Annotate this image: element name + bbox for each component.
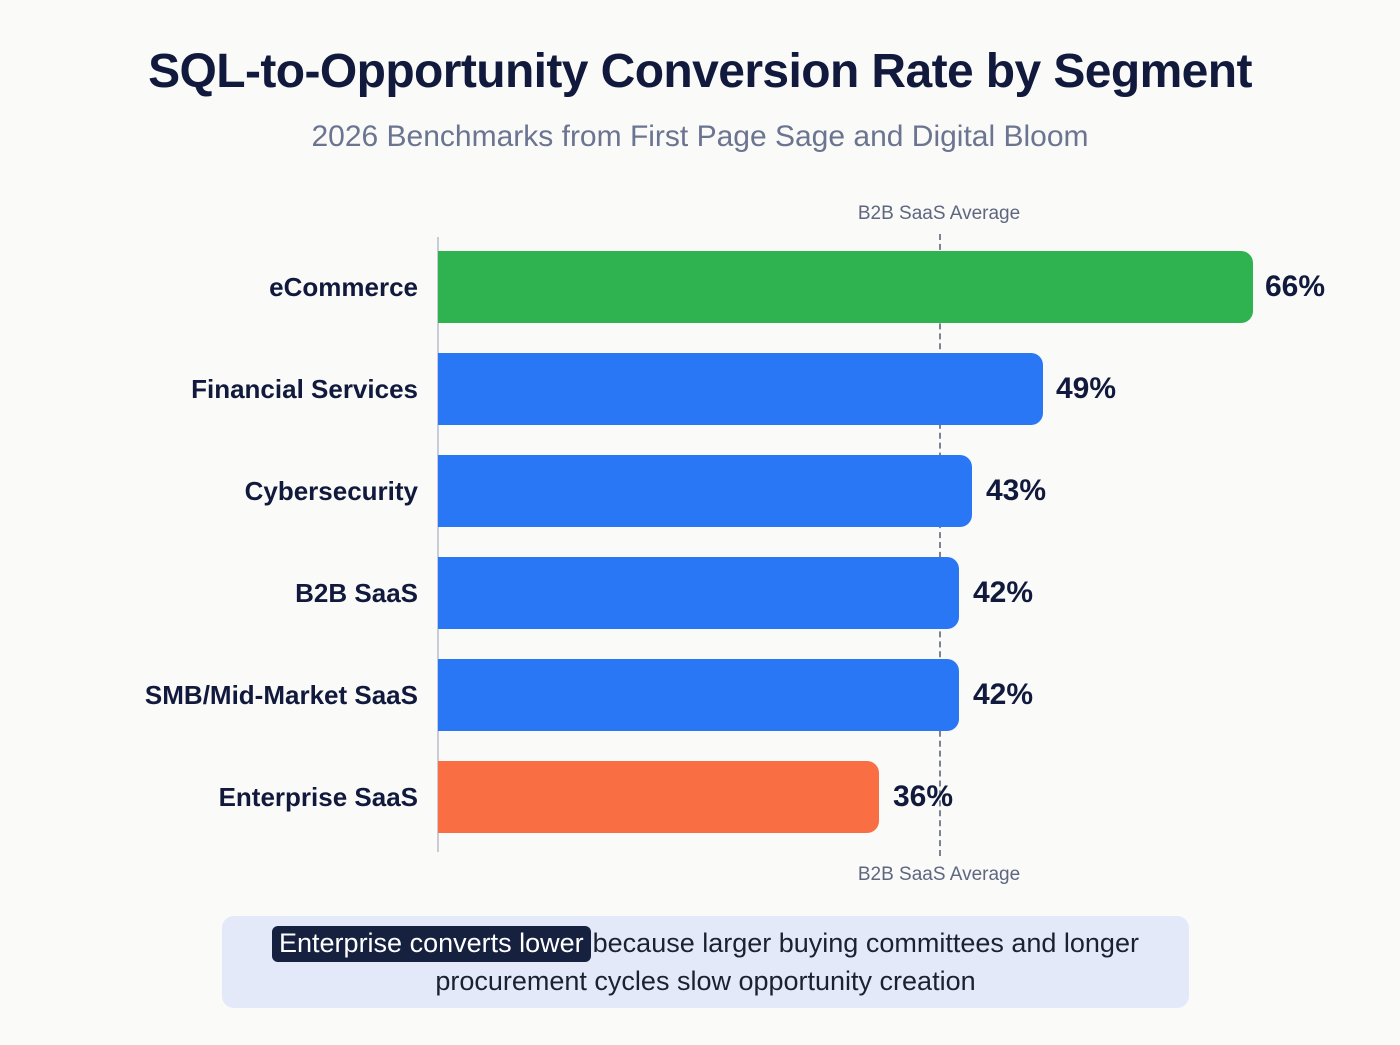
bar-row: Enterprise SaaS 36% xyxy=(0,761,1400,833)
bar-row: SMB/Mid-Market SaaS 42% xyxy=(0,659,1400,731)
bar-category-label: Cybersecurity xyxy=(244,475,418,506)
bar[interactable] xyxy=(438,251,1253,323)
page-subtitle: 2026 Benchmarks from First Page Sage and… xyxy=(311,120,1089,153)
bar-row: Financial Services 49% xyxy=(0,353,1400,425)
bar-value-label: 66% xyxy=(1265,270,1326,303)
bar-category-label: Enterprise SaaS xyxy=(218,781,418,812)
reference-line-label-bottom: B2B SaaS Average xyxy=(857,864,1021,885)
bar-row: eCommerce 66% xyxy=(0,251,1400,323)
page-title: SQL-to-Opportunity Conversion Rate by Se… xyxy=(148,45,1252,98)
bar-category-label: SMB/Mid-Market SaaS xyxy=(144,679,418,710)
insight-highlight: Enterprise converts lower xyxy=(272,926,591,962)
bar-row: Cybersecurity 43% xyxy=(0,455,1400,527)
bar-value-label: 49% xyxy=(1056,372,1117,405)
bar-value-label: 36% xyxy=(893,780,954,813)
insight-body: because larger buying committees and lon… xyxy=(435,928,1139,996)
reference-line-b2b-saas-average xyxy=(939,234,941,856)
reference-line-label-top: B2B SaaS Average xyxy=(857,203,1021,224)
bar-category-label: B2B SaaS xyxy=(295,577,418,608)
bar[interactable] xyxy=(438,557,959,629)
bar[interactable] xyxy=(438,659,959,731)
bar-category-label: Financial Services xyxy=(191,373,418,404)
insight-callout-text: Enterprise converts lower because larger … xyxy=(222,924,1189,1000)
bar[interactable] xyxy=(438,353,1043,425)
bar-row: B2B SaaS 42% xyxy=(0,557,1400,629)
y-axis-line xyxy=(437,237,439,852)
bar-value-label: 42% xyxy=(973,576,1034,609)
bar[interactable] xyxy=(438,761,879,833)
bar-value-label: 43% xyxy=(986,474,1047,507)
bar[interactable] xyxy=(438,455,972,527)
bar-category-label: eCommerce xyxy=(269,271,418,302)
insight-callout: Enterprise converts lower because larger … xyxy=(222,916,1189,1008)
bar-value-label: 42% xyxy=(973,678,1034,711)
